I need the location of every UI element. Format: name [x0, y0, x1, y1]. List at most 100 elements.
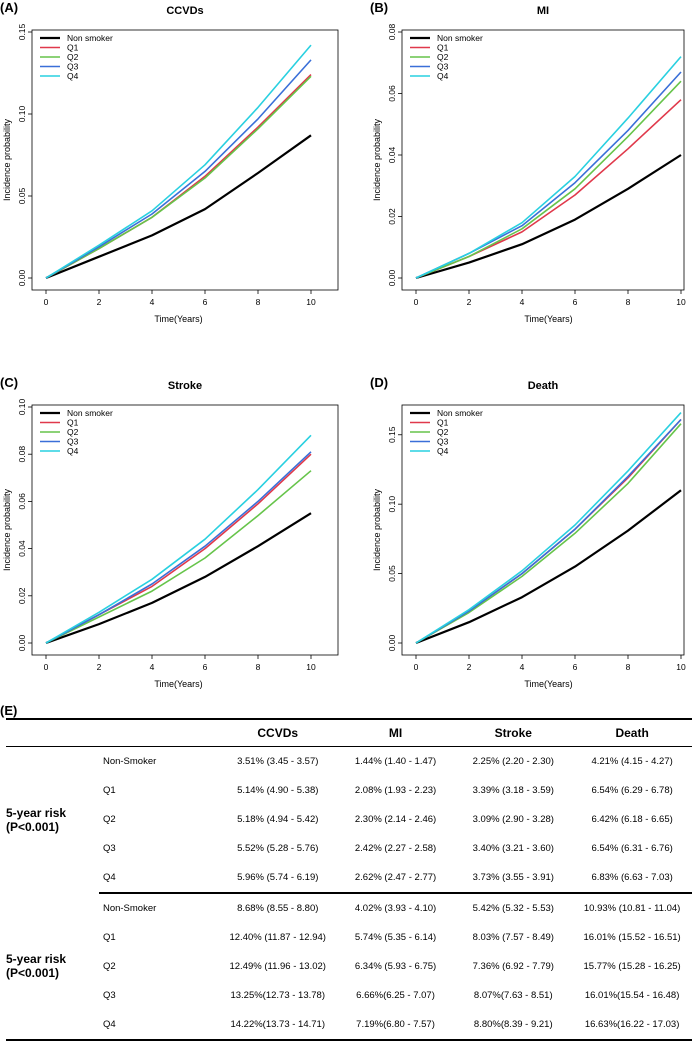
- series-line-q2: [45, 75, 312, 279]
- chart-svg-death: Death Time(Years) Incidence probability 0 2 4…: [372, 380, 686, 689]
- table-cell: 5.42% (5.32 - 5.53): [472, 903, 554, 914]
- y-tick-label: 0.08: [387, 23, 397, 40]
- table-cell: 5.74% (5.35 - 6.14): [354, 932, 437, 943]
- y-tick-label: 0.06: [17, 493, 27, 510]
- table-cell: 12.40% (11.87 - 12.94): [229, 932, 326, 943]
- x-tick-label: 10: [306, 662, 316, 672]
- y-tick-label: 0.10: [17, 398, 27, 415]
- y-tick-label: 0.05: [387, 565, 397, 582]
- group-label-line1: 5-year risk: [6, 952, 67, 966]
- table-header-cell: [6, 719, 99, 747]
- chart-title: Death: [528, 380, 559, 392]
- y-tick-label: 0.06: [387, 85, 397, 102]
- table-cell: 5.52% (5.28 - 5.76): [237, 843, 319, 854]
- table-cell: 12.49% (11.96 - 13.02): [229, 961, 326, 972]
- x-tick-label: 6: [573, 662, 578, 672]
- table-cell: 2.42% (2.27 - 2.58): [354, 843, 437, 854]
- x-tick-label: 8: [626, 297, 631, 307]
- y-tick-label: 0.04: [17, 540, 27, 557]
- legend-label: Q2: [67, 52, 79, 62]
- row-label: Q3: [102, 843, 116, 854]
- series-line-q1: [415, 418, 682, 644]
- legend-label: Non smoker: [437, 33, 483, 43]
- table-row: 5-year risk (P<0.001) Non-Smoker 3.51% (3.4…: [6, 747, 692, 834]
- series-line-q2: [415, 80, 682, 279]
- panel-letter: (C): [0, 375, 19, 390]
- series-line-q2: [415, 423, 682, 644]
- legend-label: Q3: [67, 62, 79, 72]
- series-line-non-smoker: [415, 489, 682, 645]
- chart-svg-stroke: Stroke Time(Years) Incidence probability 0 2…: [2, 380, 339, 689]
- legend-label: Q2: [67, 427, 79, 437]
- y-tick-label: 0.00: [17, 634, 27, 651]
- table-cell: 6.54% (6.31 - 6.76): [591, 843, 673, 854]
- table-cell: 3.40% (3.21 - 3.60): [472, 843, 554, 854]
- chart-svg-ccvds: CCVDs Time(Years) Incidence probability 0 2 4…: [2, 5, 339, 324]
- y-tick-label: 0.02: [387, 208, 397, 225]
- table-cell: 2.08% (1.93 - 2.23): [354, 785, 437, 796]
- x-tick-label: 8: [256, 662, 261, 672]
- series-line-q3: [45, 451, 312, 644]
- legend-label: Q1: [437, 418, 449, 428]
- y-tick-label: 0.10: [17, 105, 27, 122]
- group-label-line2: (P<0.001): [6, 820, 60, 834]
- y-tick-label: 0.00: [387, 634, 397, 651]
- x-axis-label: Time(Years): [154, 679, 202, 689]
- table-cell: 2.25% (2.20 - 2.30): [472, 756, 554, 767]
- table-cell: 8.03% (7.57 - 8.49): [472, 932, 554, 943]
- table-row: Q1 5.14% (4.90 - 5.38) 2.08% (1.93 - 2.23)…: [6, 776, 692, 805]
- legend-label: Q1: [437, 43, 449, 53]
- table-header-death: Death: [572, 719, 692, 747]
- series-line-q4: [415, 412, 682, 644]
- group-label-line1: 5-year risk: [6, 806, 67, 820]
- chart-panel-c: (C) Stroke Time(Years) Incidence probabili…: [0, 375, 346, 715]
- series-line-q3: [45, 59, 312, 279]
- table-cell: 2.30% (2.14 - 2.46): [354, 814, 437, 825]
- legend-label: Q2: [437, 427, 449, 437]
- chart-title: CCVDs: [166, 5, 203, 17]
- table-cell: 3.51% (3.45 - 3.57): [237, 756, 319, 767]
- series-line-non-smoker: [45, 512, 312, 645]
- x-tick-label: 6: [573, 297, 578, 307]
- plot-frame: [401, 29, 685, 291]
- table-row: 5-year risk (P<0.001) Non-Smoker 8.68% (8.5…: [6, 893, 692, 980]
- legend-label: Q3: [437, 437, 449, 447]
- y-tick-label: 0.08: [17, 446, 27, 463]
- legend-label: Q4: [67, 71, 79, 81]
- x-tick-label: 4: [150, 297, 155, 307]
- series-line-q4: [45, 44, 312, 279]
- legend-label: Non smoker: [437, 408, 483, 418]
- table-body: 5-year risk (P<0.001) Non-Smoker 3.51% (3.4…: [6, 747, 692, 1041]
- x-tick-label: 8: [626, 662, 631, 672]
- chart-panel-a: (A) CCVDs Time(Years) Incidence probabilit…: [0, 0, 346, 340]
- group-label-line2: (P<0.001): [6, 966, 60, 980]
- series-line-q3: [415, 418, 682, 644]
- table-header-row: CCVDs MI Stroke Death: [6, 719, 692, 747]
- x-tick-label: 4: [150, 662, 155, 672]
- y-axis-label: Incidence probability: [2, 118, 12, 201]
- x-tick-label: 8: [256, 297, 261, 307]
- y-tick-label: 0.05: [17, 187, 27, 204]
- row-label: Q4: [98, 863, 219, 894]
- series-line-non-smoker: [415, 154, 682, 280]
- table-row: Q2 5.18% (4.94 - 5.42) 2.30% (2.14 - 2.46)…: [6, 805, 692, 834]
- y-tick-label: 0.00: [17, 269, 27, 286]
- table-cell: 7.36% (6.92 - 7.79): [472, 961, 554, 972]
- group-label: 5-year risk (P<0.001): [6, 893, 99, 1040]
- table-cell: 6.83% (6.63 - 7.03): [572, 863, 692, 894]
- x-tick-label: 2: [467, 297, 472, 307]
- series-line-q2: [45, 470, 312, 644]
- series-line-non-smoker: [45, 134, 312, 280]
- x-tick-label: 0: [414, 662, 419, 672]
- table-cell: 5.14% (4.90 - 5.38): [237, 785, 319, 796]
- table-cell: 3.39% (3.18 - 3.59): [472, 785, 554, 796]
- table-cell: 1.44% (1.40 - 1.47): [354, 756, 437, 767]
- table-header-ccvds: CCVDs: [218, 719, 337, 747]
- legend-label: Non smoker: [67, 408, 113, 418]
- table-cell: 16.01%(15.54 - 16.48): [584, 990, 680, 1001]
- y-axis-label: Incidence probability: [372, 488, 382, 571]
- legend-label: Q4: [437, 71, 449, 81]
- chart-panel-d: (D) Death Time(Years) Incidence probabilit…: [370, 375, 692, 715]
- y-tick-label: 0.15: [387, 426, 397, 443]
- x-axis-label: Time(Years): [154, 314, 202, 324]
